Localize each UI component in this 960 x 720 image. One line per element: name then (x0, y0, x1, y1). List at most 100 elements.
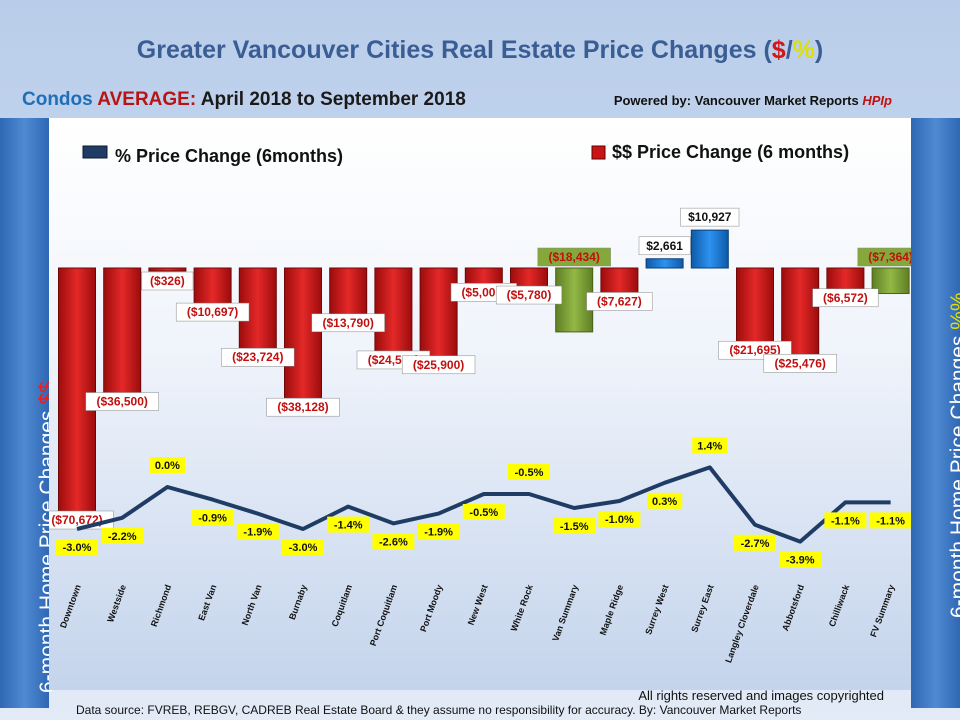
bar-label: ($7,627) (586, 292, 653, 311)
bar-labels: ($70,672) ($36,500) ($326) ($10,697) ($23,72… (49, 207, 911, 530)
chart-svg: % Price Change (6months) $$ Price Change… (49, 142, 911, 664)
bar-new-west (464, 267, 503, 286)
svg-text:($5,001): ($5,001) (461, 285, 506, 299)
svg-text:-2.2%: -2.2% (108, 531, 137, 543)
svg-text:-3.9%: -3.9% (786, 555, 815, 567)
percent-label: -1.9% (236, 523, 279, 540)
svg-text:-1.1%: -1.1% (876, 515, 905, 527)
x-tick-label: Maple Ridge (598, 583, 626, 636)
x-axis-labels: Downtown Westside Richmond East Van North Va… (58, 582, 897, 664)
svg-text:($70,672): ($70,672) (51, 513, 102, 527)
x-tick-label: Burnaby (287, 583, 309, 621)
svg-text:($18,434): ($18,434) (549, 250, 600, 264)
percent-label: -0.9% (191, 509, 234, 526)
percent-label: -0.5% (508, 464, 550, 480)
percent-label: 0.3% (647, 492, 683, 509)
legend: % Price Change (6months) $$ Price Change… (82, 142, 849, 166)
bar-label: $2,661 (638, 236, 691, 256)
x-tick-label: Downtown (58, 583, 83, 629)
chart-title: Greater Vancouver Cities Real Estate Pri… (136, 36, 824, 64)
percent-label: -1.9% (417, 523, 460, 540)
percent-label: -0.5% (462, 504, 505, 520)
bar-maple-ridge (600, 267, 639, 295)
svg-text:($38,128): ($38,128) (277, 400, 328, 414)
bar-label: ($7,364) (857, 247, 911, 267)
x-tick-label: White Rock (509, 582, 535, 632)
x-tick-label: North Van (240, 583, 264, 626)
bar-surrey-west (645, 258, 684, 269)
svg-text:0.3%: 0.3% (652, 496, 677, 508)
x-tick-label: Chilliwack (827, 582, 852, 628)
svg-text:($13,790): ($13,790) (323, 316, 374, 330)
bar-label: ($5,780) (495, 285, 563, 305)
legend-bar-label: $$ Price Change (6 months) (612, 142, 849, 162)
bar-label: ($10,697) (175, 302, 250, 322)
percent-line (76, 465, 891, 544)
svg-text:($10,697): ($10,697) (187, 305, 238, 319)
svg-text:-1.4%: -1.4% (334, 520, 363, 532)
percent-label: -2.7% (734, 534, 776, 551)
x-tick-label: New West (466, 583, 490, 626)
bar-langley-cloverdale (736, 267, 774, 344)
bar-port-moody (419, 267, 458, 359)
percent-label: -1.1% (869, 512, 911, 529)
x-tick-label: Langley Cloverdale (723, 583, 761, 664)
x-tick-label: Surrey East (689, 583, 716, 633)
bar-abbotsford (781, 267, 820, 357)
percent-label: -1.0% (598, 511, 641, 527)
svg-text:($7,364): ($7,364) (868, 250, 911, 264)
plot-area: % Price Change (6months) $$ Price Change… (49, 118, 911, 690)
bar-east-van (193, 267, 232, 306)
svg-text:($36,500): ($36,500) (97, 395, 148, 409)
percent-label: -3.0% (282, 539, 324, 555)
legend-line-label: % Price Change (6months) (115, 146, 343, 166)
svg-text:($25,476): ($25,476) (775, 356, 826, 370)
data-source-note: Data source: FVREB, REBGV, CADREB Real E… (76, 703, 802, 717)
svg-text:-2.7%: -2.7% (741, 538, 770, 550)
svg-text:$10,927: $10,927 (688, 210, 732, 224)
svg-text:($25,900): ($25,900) (413, 358, 464, 372)
bar-label: ($18,434) (537, 247, 611, 267)
percent-label: -1.1% (824, 512, 867, 529)
svg-text:-1.1%: -1.1% (831, 515, 860, 527)
bar-label: ($326) (141, 271, 194, 291)
percent-label: 1.4% (692, 437, 728, 454)
percent-label: -1.4% (327, 516, 370, 533)
svg-text:-1.0%: -1.0% (605, 514, 634, 526)
bar-label: ($25,476) (763, 354, 837, 373)
x-tick-label: Surrey West (643, 583, 670, 636)
copyright-note: All rights reserved and images copyright… (638, 688, 884, 703)
percent-label: -2.2% (101, 527, 144, 544)
svg-text:($6,572): ($6,572) (823, 291, 868, 305)
bar-port-coquitlam (374, 267, 413, 354)
bar-chilliwack (826, 267, 865, 292)
percent-labels: -3.0% -2.2% 0.0% -0.9% -1.9% -3.0% -1.4% -2.6% -… (56, 437, 911, 568)
bar-coquitlam (329, 267, 368, 317)
svg-text:-0.5%: -0.5% (469, 507, 498, 519)
bar-surrey-east (690, 229, 729, 269)
percent-label: -3.9% (779, 551, 822, 568)
x-tick-label: Coquitlam (330, 583, 354, 628)
bar-downtown (58, 267, 96, 514)
svg-text:-3.0%: -3.0% (63, 542, 92, 554)
x-tick-label: Richmond (149, 583, 173, 628)
bar-label: ($38,128) (266, 397, 340, 417)
bar-label: ($36,500) (85, 392, 159, 411)
percent-line-series (76, 465, 891, 544)
x-tick-label: Port Moody (418, 583, 444, 633)
bar-label: ($25,900) (401, 355, 476, 375)
svg-text:($21,695): ($21,695) (729, 343, 780, 357)
x-tick-label: Abbotsford (780, 583, 806, 632)
svg-text:-3.0%: -3.0% (289, 542, 318, 554)
bar-westside (103, 267, 142, 396)
svg-text:($326): ($326) (150, 274, 185, 288)
right-banner-text: 6-month Home Price Changes %% (947, 292, 960, 618)
right-side-banner: 6-month Home Price Changes %% (911, 118, 960, 708)
svg-text:-1.9%: -1.9% (424, 527, 453, 539)
svg-text:-0.5%: -0.5% (515, 467, 544, 479)
bar-label: ($23,724) (221, 347, 295, 367)
svg-text:1.4%: 1.4% (697, 440, 722, 452)
x-tick-label: Port Coquitlam (368, 583, 399, 647)
svg-text:-1.5%: -1.5% (560, 521, 589, 533)
percent-label: -1.5% (553, 518, 596, 534)
